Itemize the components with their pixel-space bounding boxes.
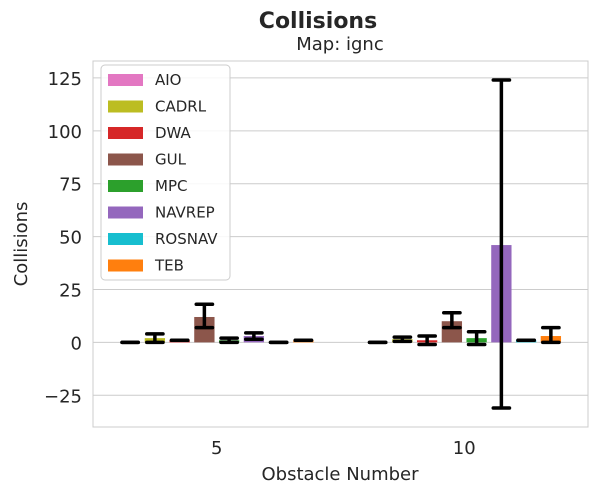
y-tick-label: 100	[48, 122, 82, 143]
legend-item-mpc: MPC	[108, 177, 187, 195]
legend-swatch	[108, 74, 143, 86]
legend-item-rosnav: ROSNAV	[108, 230, 218, 248]
error-bar-cadrl-10	[392, 335, 413, 344]
legend-box	[100, 64, 231, 281]
legend-label: ROSNAV	[155, 230, 218, 248]
chart-subtitle: Map: ignc	[296, 34, 384, 55]
legend-swatch	[108, 127, 143, 139]
legend-swatch	[108, 153, 143, 166]
legend-swatch	[108, 180, 143, 192]
error-bar-mpc-5	[219, 336, 239, 345]
x-axis-label: Obstacle Number	[261, 464, 419, 485]
legend-label: MPC	[155, 177, 187, 195]
error-bar-cadrl-5	[145, 332, 165, 345]
legend-item-dwa: DWA	[108, 124, 192, 142]
legend-item-teb: TEB	[108, 257, 184, 275]
y-tick-label: 0	[71, 333, 82, 354]
plot-frame	[92, 60, 589, 428]
legend-label: NAVREP	[155, 204, 215, 222]
legend-swatch	[108, 259, 143, 272]
error-bar-navrep-5	[244, 331, 264, 341]
legend-item-aio: AIO	[108, 71, 182, 89]
y-tick-label: 75	[59, 175, 82, 196]
legend: AIO CADRL DWA GUL MPC NAVREP ROSNAV TEB	[100, 64, 231, 281]
y-tick-label: −25	[44, 386, 82, 407]
error-bar-dwa-10	[417, 334, 437, 347]
y-tick-labels: −25 0 25 50 75 100 125	[44, 69, 82, 407]
legend-label: GUL	[155, 151, 187, 169]
y-tick-label: 125	[48, 69, 82, 90]
legend-item-navrep: NAVREP	[108, 204, 215, 222]
error-bar-navrep-10	[491, 78, 512, 410]
x-tick-label: 5	[211, 438, 222, 459]
y-tick-label: 50	[59, 228, 82, 249]
x-tick-labels: 5 10	[211, 438, 476, 459]
error-bar-mpc-10	[466, 330, 487, 347]
legend-swatch	[108, 100, 143, 113]
x-tick-label: 10	[453, 438, 476, 459]
y-tick-label: 25	[59, 280, 82, 301]
y-axis-label: Collisions	[11, 202, 32, 287]
error-bar-gul-10	[442, 311, 462, 330]
chart-title: Collisions	[259, 9, 377, 34]
legend-label: CADRL	[155, 98, 207, 116]
legend-swatch	[108, 233, 143, 245]
legend-label: AIO	[155, 71, 182, 89]
legend-item-cadrl: CADRL	[108, 98, 207, 116]
error-bar-gul-5	[194, 302, 215, 330]
legend-label: DWA	[155, 124, 192, 142]
legend-swatch	[108, 206, 143, 219]
error-bar-teb-10	[541, 325, 561, 345]
error-bars	[120, 78, 561, 410]
bar-gul-5	[194, 316, 215, 343]
legend-label: TEB	[154, 257, 184, 275]
legend-item-gul: GUL	[108, 151, 187, 169]
